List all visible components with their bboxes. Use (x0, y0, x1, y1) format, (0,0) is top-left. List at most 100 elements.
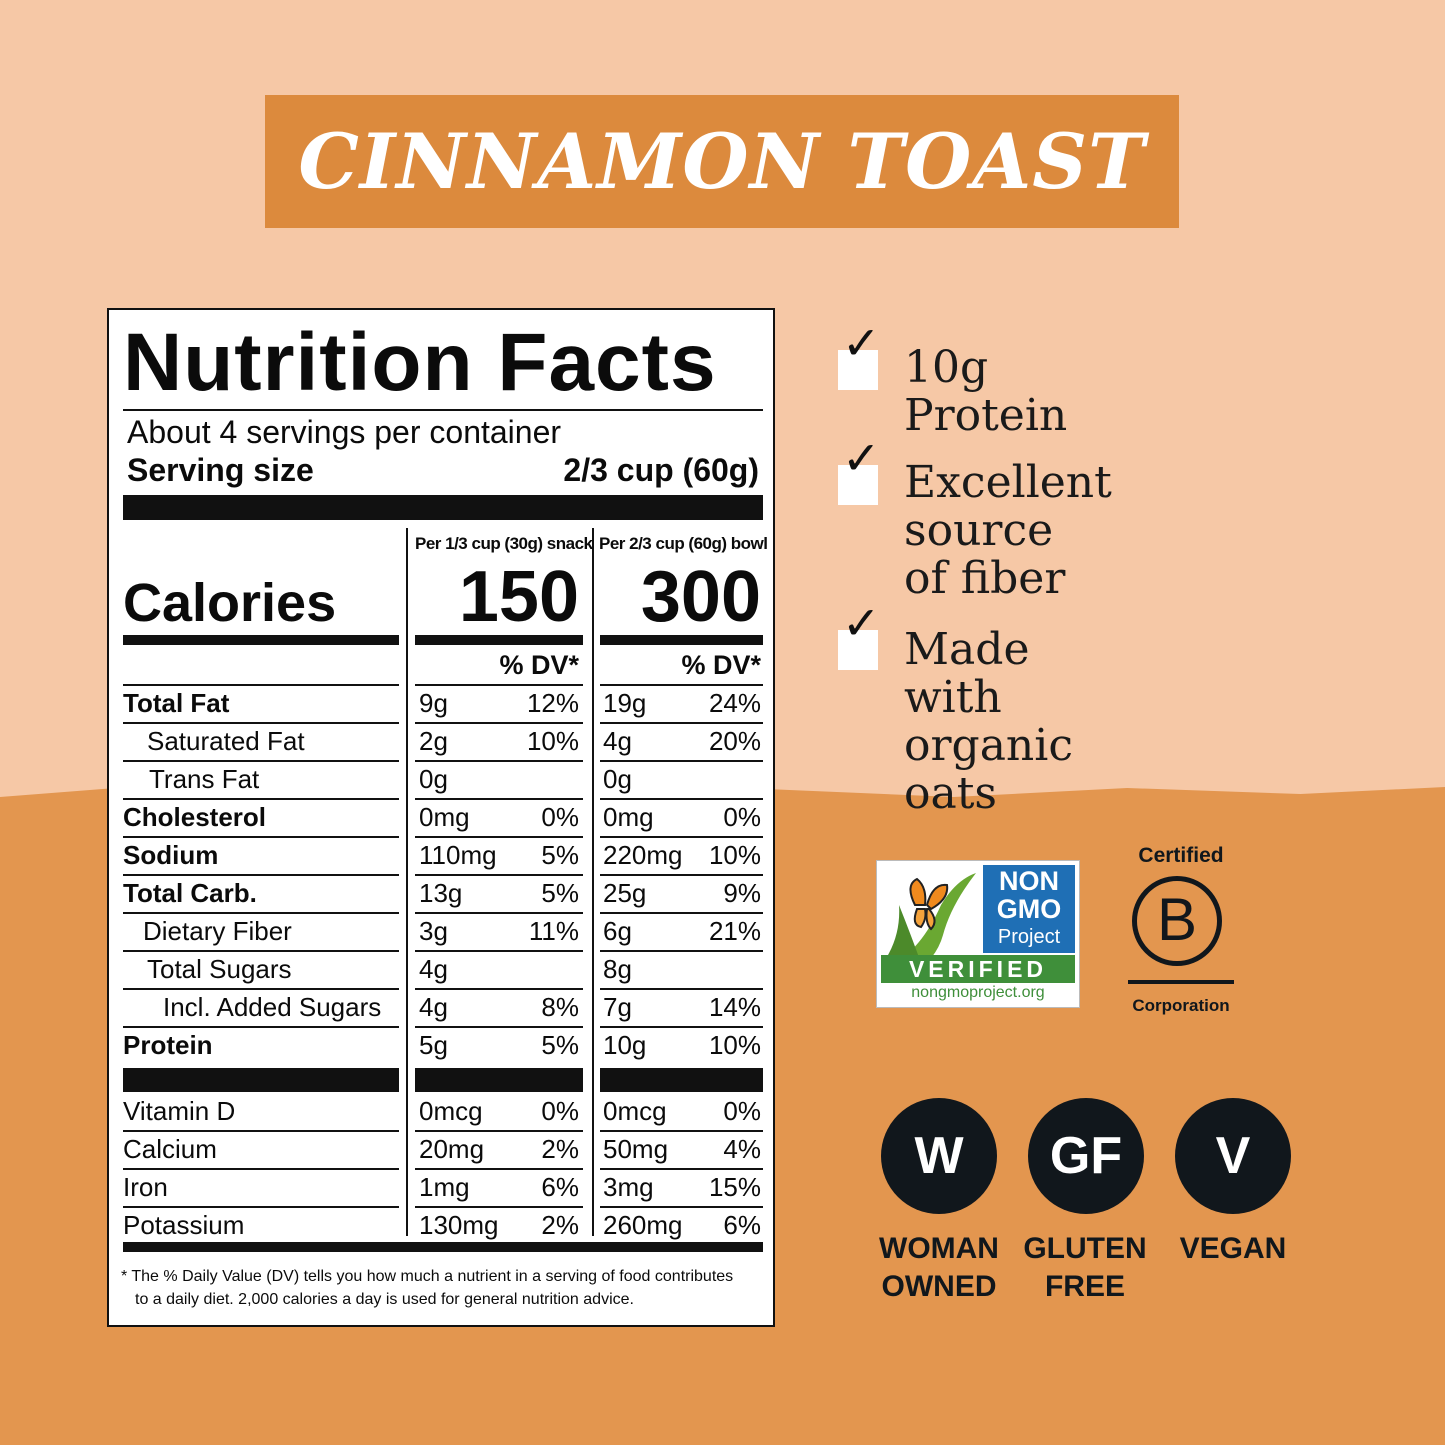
vitamin-name: Iron (123, 1172, 168, 1202)
row-divider (415, 988, 583, 990)
nutrient-amount-2: 0mg (603, 802, 654, 832)
nutrient-amount-1: 13g (419, 878, 463, 908)
nutrient-name: Total Sugars (147, 954, 292, 984)
nutrient-amount-2: 6g (603, 916, 632, 946)
claim-text: Made with organic oats (904, 626, 1073, 818)
nutrient-name: Total Fat (123, 688, 230, 718)
thick-divider (600, 1068, 763, 1092)
nutrient-amount-2: 220mg (603, 840, 683, 870)
flavor-title: CINNAMON TOAST (298, 117, 1146, 206)
claim-line-1: Made with (904, 624, 1030, 723)
woman-owned-label: WOMAN OWNED (864, 1230, 1014, 1306)
vitamin-dv-1: 2% (541, 1210, 579, 1240)
row-divider (600, 874, 763, 876)
row-divider (123, 1206, 399, 1208)
row-divider (415, 1168, 583, 1170)
nutrient-dv-2: 24% (708, 688, 761, 718)
nutrient-amount-1: 110mg (419, 840, 497, 870)
column-2-header: Per 2/3 cup (60g) bowl (599, 534, 768, 553)
row-divider (123, 988, 399, 990)
vitamin-dv-2: 0% (723, 1096, 761, 1126)
row-divider (600, 1168, 763, 1170)
row-divider (600, 1130, 763, 1132)
nutrient-dv-2: 21% (708, 916, 761, 946)
thick-divider (123, 1242, 763, 1252)
nutrient-dv-1: 10% (526, 726, 579, 756)
nutrient-name: Saturated Fat (147, 726, 305, 756)
nutrient-name: Protein (123, 1030, 213, 1060)
row-divider (415, 912, 583, 914)
column-separator (592, 528, 594, 1236)
nutrient-amount-2: 19g (603, 688, 647, 718)
row-divider (600, 1026, 763, 1028)
row-divider (123, 798, 399, 800)
vitamin-amount-1: 1mg (419, 1172, 470, 1202)
vitamin-name: Vitamin D (123, 1096, 236, 1126)
dv-header-2: % DV* (681, 650, 761, 680)
row-divider (123, 1168, 399, 1170)
row-divider (415, 684, 583, 686)
badge-line-2: FREE (1044, 1270, 1125, 1303)
nutrition-facts-label: Nutrition Facts About 4 servings per con… (107, 308, 775, 1327)
vitamin-amount-2: 50mg (603, 1134, 669, 1164)
claim-line-1: Excellent source (904, 457, 1112, 556)
dv-header-1: % DV* (499, 650, 579, 680)
nutrient-dv-2: 9% (723, 878, 761, 908)
thick-divider (600, 635, 763, 645)
calories-value-1: 150 (458, 557, 579, 637)
vitamin-dv-2: 4% (723, 1134, 761, 1164)
checkbox-icon (838, 465, 878, 505)
vitamin-dv-1: 6% (541, 1172, 579, 1202)
b-corp-corporation: Corporation (1132, 996, 1230, 1015)
checkmark-icon: ✓ (842, 316, 881, 370)
divider (123, 409, 763, 411)
nutrient-amount-1: 5g (419, 1030, 448, 1060)
thick-divider (123, 495, 763, 520)
thick-divider (123, 635, 399, 645)
nutrient-amount-2: 8g (603, 954, 632, 984)
row-divider (600, 684, 763, 686)
non-gmo-line-3: Project (997, 926, 1061, 948)
nutrient-name: Sodium (123, 840, 219, 870)
row-divider (415, 874, 583, 876)
thick-divider (415, 635, 583, 645)
vegan-icon: V (1175, 1098, 1291, 1214)
nutrient-amount-2: 7g (603, 992, 632, 1022)
row-divider (123, 950, 399, 952)
vitamin-dv-1: 0% (541, 1096, 579, 1126)
nutrient-amount-2: 25g (603, 878, 647, 908)
nutrient-amount-1: 4g (419, 992, 448, 1022)
non-gmo-text-block: NON GMO Project (983, 865, 1075, 953)
nutrient-amount-1: 0mg (419, 802, 470, 832)
row-divider (123, 874, 399, 876)
nutrient-dv-2: 10% (708, 1030, 761, 1060)
non-gmo-line-2: GMO (996, 894, 1062, 924)
checkbox-icon (838, 630, 878, 670)
row-divider (600, 912, 763, 914)
calories-label: Calories (123, 573, 337, 633)
nutrient-dv-1: 12% (526, 688, 579, 718)
nutrient-dv-2: 20% (708, 726, 761, 756)
nutrient-amount-2: 4g (603, 726, 632, 756)
calories-value-2: 300 (640, 557, 761, 637)
nutrient-dv-2: 0% (723, 802, 761, 832)
column-separator (406, 528, 408, 1236)
gluten-free-label: GLUTEN FREE (1010, 1230, 1160, 1306)
vitamin-amount-2: 0mcg (603, 1096, 667, 1126)
serving-size-value: 2/3 cup (60g) (563, 452, 759, 488)
servings-per-container: About 4 servings per container (127, 414, 562, 450)
claim-text: 10g Protein (904, 344, 1067, 440)
nutrient-dv-1: 5% (541, 840, 579, 870)
non-gmo-url: nongmoproject.org (911, 984, 1045, 1001)
row-divider (415, 722, 583, 724)
b-corp-certified: Certified (1138, 844, 1224, 867)
badge-line-1: GLUTEN (1023, 1232, 1147, 1265)
row-divider (600, 1206, 763, 1208)
claim-line-1: 10g Protein (904, 342, 1068, 441)
vitamin-amount-2: 3mg (603, 1172, 654, 1202)
row-divider (123, 912, 399, 914)
row-divider (600, 760, 763, 762)
nutrient-dv-1: 8% (541, 992, 579, 1022)
vitamin-name: Potassium (123, 1210, 245, 1240)
checkbox-icon (838, 350, 878, 390)
